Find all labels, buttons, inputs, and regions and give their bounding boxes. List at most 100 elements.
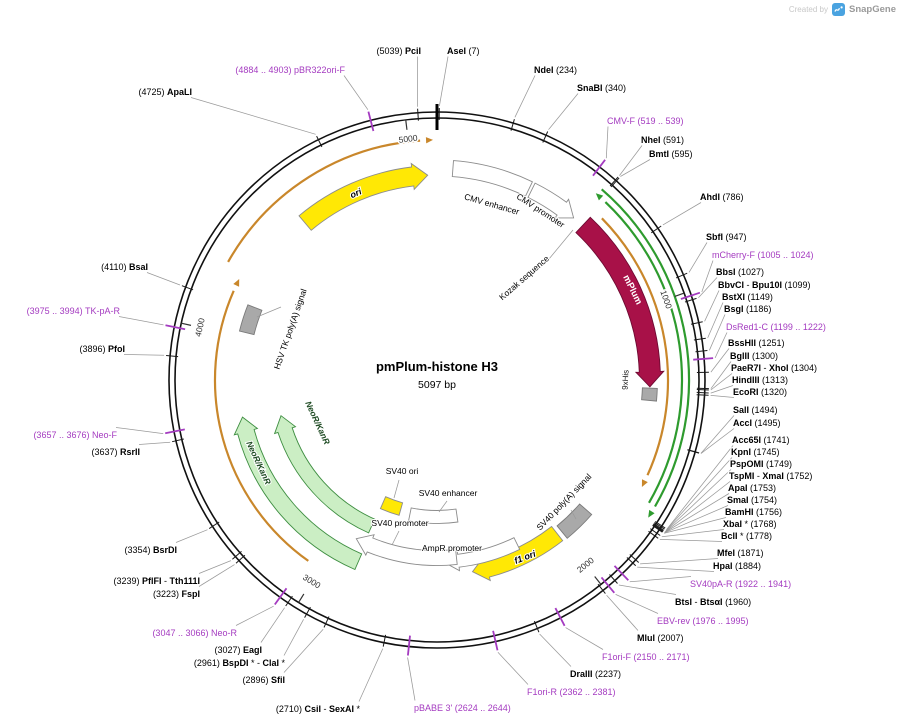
site-leader-line (118, 316, 164, 326)
site-tick (693, 357, 714, 361)
site-tick (652, 525, 663, 533)
site-label-bsshii: BssHII (1251) (728, 338, 785, 348)
site-tick (696, 389, 709, 391)
site-leader-line (548, 93, 579, 130)
site-tick (613, 565, 629, 581)
feature-ori (298, 162, 429, 231)
site-leader-line (664, 517, 727, 534)
site-tick (629, 554, 640, 563)
site-label-pfoi: (3896) PfoI (79, 344, 125, 354)
site-label-eagi: (3027) EagI (214, 645, 262, 655)
feature-hsv-tk-pa (238, 304, 263, 336)
site-leader-line (710, 395, 735, 398)
site-label-apai: ApaI (1753) (728, 483, 776, 493)
site-label-kpni: KpnI (1745) (731, 447, 780, 457)
site-leader-line (700, 428, 735, 454)
site-label-tspmi: TspMI - XmaI (1752) (729, 471, 812, 481)
watermark-brand: SnapGene (849, 4, 896, 15)
scale-label: 1000 (658, 289, 674, 310)
site-leader-line (539, 633, 572, 667)
site-leader-line (664, 505, 729, 534)
site-label-ahdi: AhdI (786) (700, 192, 744, 202)
site-leader-line (714, 332, 728, 359)
orf-arrowhead (595, 193, 604, 201)
site-label-1976-1995: EBV-rev (1976 .. 1995) (657, 616, 749, 626)
site-tick (648, 530, 659, 539)
site-leader-line (407, 657, 416, 701)
site-label-2624-2644: pBABE 3' (2624 .. 2644) (414, 703, 511, 713)
site-tick (510, 119, 515, 131)
site-leader-line (235, 605, 274, 626)
feature-sv40-promoter (355, 534, 458, 566)
site-tick (417, 108, 419, 121)
site-tick (323, 616, 330, 628)
site-label-asei: AseI (7) (447, 46, 480, 56)
site-leader-line (615, 594, 659, 614)
site-tick (367, 111, 375, 132)
site-label-bmti: BmtI (595) (649, 149, 693, 159)
site-label-paer7i: PaeR7I - XhoI (1304) (731, 363, 817, 373)
site-label-ndei: NdeI (234) (534, 65, 577, 75)
site-tick (208, 521, 220, 530)
scale-label: 5000 (398, 133, 418, 145)
site-leader-line (619, 145, 643, 176)
site-leader-line (664, 493, 730, 533)
site-leader-line (662, 202, 702, 226)
site-tick (274, 587, 288, 606)
site-tick (610, 177, 620, 188)
site-label-bcli: BclI * (1778) (721, 531, 772, 541)
scale-tick (181, 322, 192, 326)
site-label-rsrii: (3637) RsrII (91, 447, 140, 457)
site-leader-line (629, 576, 692, 583)
orf-arc (600, 188, 691, 508)
site-leader-line (283, 628, 324, 673)
site-leader-line (707, 302, 724, 339)
site-label-acc65i: Acc65I (1741) (732, 435, 790, 445)
site-label-1199-1222: DsRed1-C (1199 .. 1222) (726, 322, 826, 332)
scale-label: 4000 (193, 317, 207, 338)
site-leader-line (709, 314, 726, 351)
site-leader-line (115, 427, 164, 434)
site-label-acci: AccI (1495) (733, 418, 781, 428)
site-label-1005-1024: mCherry-F (1005 .. 1024) (712, 250, 814, 260)
watermark: Created by SnapGene (789, 3, 896, 16)
site-tick (653, 523, 664, 531)
feature-label-kozak: Kozak sequence (497, 253, 551, 302)
site-tick (542, 131, 549, 143)
feature-label-cmv-enhancer: CMV enhancer (463, 191, 520, 216)
site-label-fspi: (3223) FspI (153, 589, 200, 599)
site-label-bsai: (4110) BsaI (101, 262, 148, 272)
site-tick (235, 554, 246, 564)
site-leader-line (439, 56, 449, 107)
site-leader-line (640, 558, 719, 565)
scale-tick (405, 119, 408, 130)
orf-arrowhead (641, 479, 648, 487)
site-leader-line (175, 529, 208, 543)
site-leader-line (565, 627, 604, 650)
site-label-1922-1941: SV40pA-R (1922 .. 1941) (690, 579, 791, 589)
site-label-hindiii: HindIII (1313) (732, 375, 788, 385)
site-label-bbsi: BbsI (1027) (716, 267, 764, 277)
feature-label-sv40-enhancer: SV40 enhancer (419, 488, 478, 498)
site-tick (693, 337, 706, 341)
site-leader-line (514, 75, 536, 118)
site-tick (407, 635, 411, 656)
feature-cmv-enhancer (451, 160, 533, 197)
site-leader-line (146, 272, 181, 286)
site-tick (609, 176, 619, 187)
site-label-bstxi: BstXI (1149) (722, 292, 773, 302)
site-leader-line (358, 648, 384, 702)
feature-leader-line (548, 229, 574, 260)
feature-mplum (575, 216, 665, 388)
site-label-pbr322ori-f: (4884 .. 4903) pBR322ori-F (235, 65, 345, 75)
site-label-smai: SmaI (1754) (727, 495, 777, 505)
site-tick (696, 394, 709, 396)
site-tick (597, 583, 606, 594)
scale-label: 2000 (575, 555, 596, 575)
site-leader-line (710, 373, 733, 391)
site-label-pflfi: (3239) PflFI - Tth111I (113, 576, 200, 586)
site-tick (652, 524, 664, 533)
site-label-ecori: EcoRI (1320) (733, 387, 787, 397)
